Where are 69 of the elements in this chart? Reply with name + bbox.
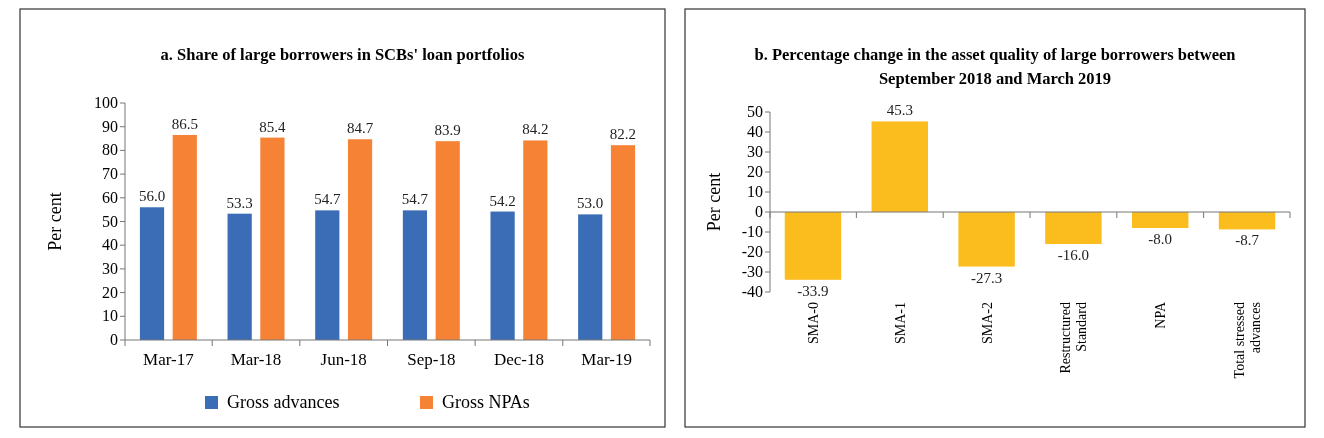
y-tick-label: 30 bbox=[747, 143, 763, 160]
data-label: -8.7 bbox=[1235, 232, 1260, 249]
bar bbox=[610, 145, 636, 340]
y-tick-label: 50 bbox=[747, 103, 763, 120]
x-tick-label: Restructured Standard bbox=[1058, 302, 1090, 374]
data-label: 84.7 bbox=[346, 120, 374, 137]
data-label: 86.5 bbox=[171, 116, 198, 132]
bar bbox=[172, 135, 197, 340]
y-tick-label: 100 bbox=[94, 94, 118, 111]
y-tick-label: 10 bbox=[747, 183, 763, 200]
y-tick-label: 0 bbox=[110, 331, 118, 348]
data-label: 85.4 bbox=[259, 118, 287, 135]
bar bbox=[578, 214, 603, 340]
y-tick-label: 40 bbox=[747, 123, 763, 140]
y-tick-label: -10 bbox=[741, 223, 763, 240]
y-tick-label: 80 bbox=[102, 141, 118, 159]
x-tick-label: Total stressed advances bbox=[1232, 302, 1264, 379]
chart-title: b. Percentage change in the asset quality of large borrowers between September 2018 and March 2019 bbox=[754, 45, 1236, 88]
bar bbox=[402, 210, 428, 340]
y-axis-title: Per cent bbox=[45, 192, 65, 251]
y-tick-label: 70 bbox=[102, 165, 118, 183]
data-label: -33.9 bbox=[797, 282, 829, 299]
bar bbox=[139, 207, 165, 340]
data-label: 84.2 bbox=[522, 121, 549, 138]
chart-title: a. Share of large borrowers in SCBs' loan portfolios bbox=[160, 45, 525, 64]
y-tick-label: 40 bbox=[102, 236, 118, 254]
data-label: 45.3 bbox=[886, 102, 913, 119]
x-tick-label: SMA-2 bbox=[979, 302, 995, 345]
y-tick-label: 50 bbox=[102, 212, 118, 230]
data-label: 56.0 bbox=[138, 188, 166, 205]
data-label: -27.3 bbox=[970, 269, 1003, 286]
data-label: 54.2 bbox=[489, 192, 516, 209]
y-tick-label: -30 bbox=[741, 263, 763, 280]
data-label: 54.7 bbox=[401, 191, 429, 208]
x-tick-label: Mar-18 bbox=[230, 350, 282, 369]
y-tick-label: 10 bbox=[102, 307, 118, 325]
x-tick-label: SMA-1 bbox=[892, 302, 908, 345]
y-tick-label: 90 bbox=[102, 117, 118, 135]
bar bbox=[347, 139, 373, 340]
x-tick-label: SMA-0 bbox=[805, 302, 821, 345]
data-label: 53.0 bbox=[577, 195, 604, 212]
bar bbox=[227, 213, 252, 340]
bar bbox=[435, 141, 460, 340]
data-label: 54.7 bbox=[314, 191, 341, 208]
x-tick-label: Mar-19 bbox=[581, 350, 632, 369]
y-tick-label: 20 bbox=[102, 283, 118, 301]
y-tick-label: 20 bbox=[747, 163, 763, 180]
bar bbox=[490, 211, 515, 340]
data-label: -16.0 bbox=[1057, 247, 1090, 263]
bar bbox=[315, 210, 340, 340]
y-tick-label: 30 bbox=[102, 259, 118, 277]
bar bbox=[260, 137, 285, 340]
data-label: 82.2 bbox=[609, 126, 637, 143]
y-tick-label: -20 bbox=[741, 243, 763, 260]
data-label: -8.0 bbox=[1148, 231, 1173, 247]
legend-label: Gross advances bbox=[227, 392, 340, 412]
data-label: 83.9 bbox=[434, 122, 461, 139]
x-tick-label: Dec-18 bbox=[493, 350, 544, 369]
y-tick-label: -40 bbox=[741, 283, 763, 300]
x-tick-label: Jun-18 bbox=[320, 350, 367, 369]
x-tick-label: NPA bbox=[1153, 301, 1169, 329]
y-tick-label: 60 bbox=[102, 188, 118, 206]
y-tick-label: 0 bbox=[755, 203, 763, 220]
x-tick-label: Sep-18 bbox=[407, 350, 456, 369]
legend-label: Gross NPAs bbox=[442, 392, 530, 412]
y-axis-title: Per cent bbox=[704, 172, 724, 232]
data-label: 53.3 bbox=[226, 194, 253, 211]
bar bbox=[523, 140, 548, 340]
x-tick-label: Mar-17 bbox=[143, 350, 195, 369]
